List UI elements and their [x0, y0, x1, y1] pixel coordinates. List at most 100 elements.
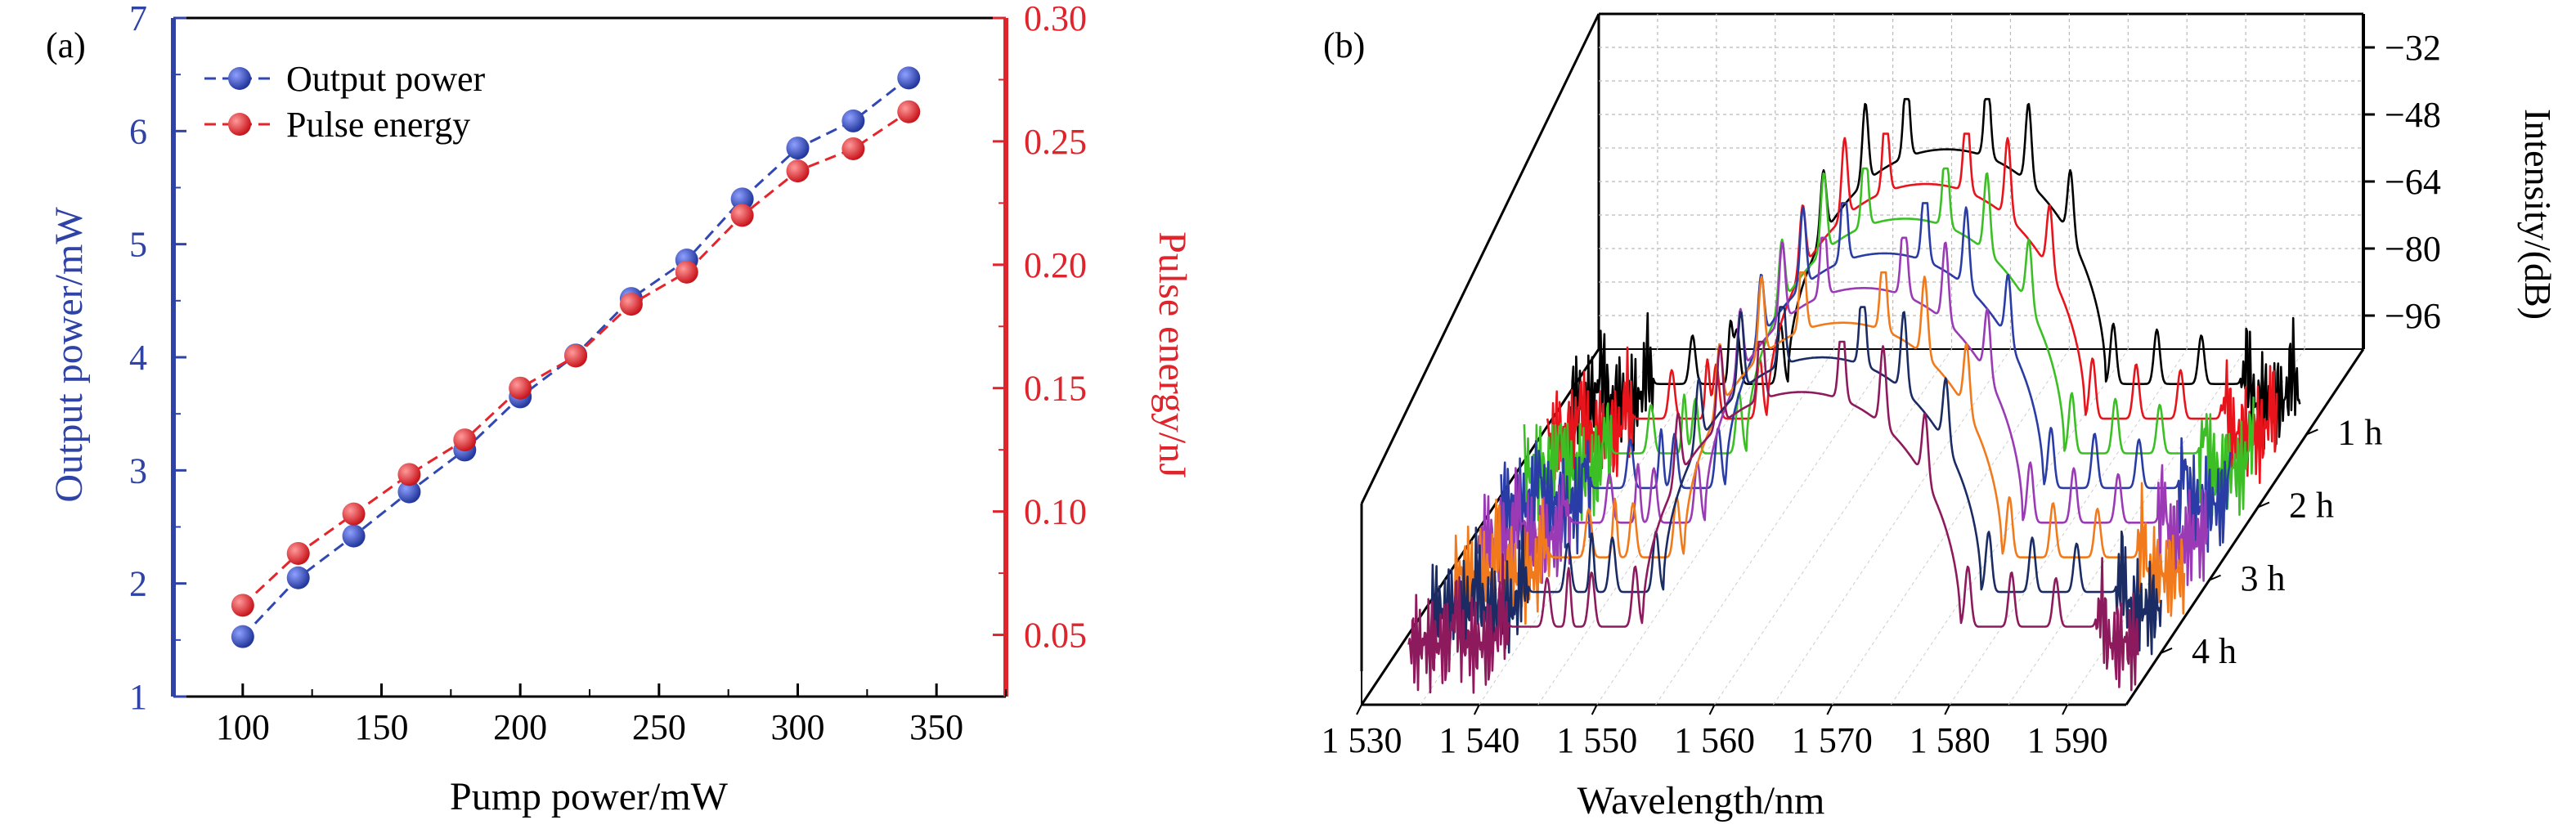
y-tick-label: 6	[129, 111, 147, 151]
legend-label: Output power	[286, 59, 486, 99]
pulse-energy-point	[675, 260, 698, 284]
x-tick-label: 150	[355, 707, 409, 747]
pulse-energy-point	[897, 100, 921, 123]
y-tick-label: 2	[129, 564, 147, 604]
pulse-energy-point	[841, 137, 865, 160]
z-tick-label: −48	[2385, 95, 2441, 135]
x-axis-label-b: Wavelength/nm	[1577, 779, 1825, 822]
output-power-point	[730, 187, 754, 211]
spectrum-trace-3	[1523, 167, 2255, 522]
depth-tick	[2209, 574, 2221, 581]
spectrum-trace-2	[1546, 132, 2278, 485]
x-tick-label: 100	[216, 707, 270, 747]
x-tick-label-b: 1 550	[1556, 720, 1637, 760]
floor-grid-line	[1949, 348, 2188, 706]
output-power-point	[342, 524, 366, 548]
pulse-energy-point	[286, 541, 310, 565]
x-tick-label-b: 1 580	[1910, 720, 1990, 760]
z-tick-label: −96	[2385, 296, 2441, 336]
y-tick-label: 1	[129, 677, 147, 717]
x-tick-b	[1826, 704, 1833, 715]
depth-tick-label: 3 h	[2241, 558, 2286, 598]
spectrum-trace-7	[1430, 306, 2162, 660]
pulse-energy-point	[231, 594, 254, 617]
pulse-energy-point	[730, 204, 754, 227]
x-tick-label-b: 1 540	[1438, 720, 1519, 760]
x-tick-b	[1591, 704, 1598, 715]
legend-marker	[228, 113, 251, 136]
y2-tick-label: 0.15	[1024, 369, 1087, 409]
y-tick-label: 7	[129, 0, 147, 38]
floor-grid-line	[1890, 348, 2129, 706]
depth-tick	[2306, 428, 2318, 436]
x-tick-b	[1944, 704, 1951, 715]
x-tick-label: 200	[493, 707, 547, 747]
depth-tick-label: 2 h	[2289, 486, 2334, 526]
floor-grid-line	[1655, 348, 1894, 706]
y2-tick-label: 0.30	[1024, 0, 1087, 38]
legend-label: Pulse energy	[286, 105, 470, 145]
box-right-floor-edge	[2125, 348, 2365, 706]
z-axis-label-b: Intensity/(dB)	[2517, 109, 2559, 320]
floor-grid-line	[1596, 348, 1835, 706]
output-power-point	[231, 625, 254, 648]
floor-grid-line	[2008, 348, 2246, 706]
panel-b: (b) 1 530 1 540 1 550 1 560 1 570 1 580 1 590 −…	[1322, 12, 2559, 822]
panel-a: (a) 100 150 200 250 300 350 1 2 3 4 5 6 7 0.05 0.10 0.1…	[46, 0, 1194, 818]
box-left-top-edge	[1360, 13, 1600, 504]
pulse-energy-point	[453, 428, 477, 452]
output-power-point	[286, 566, 310, 589]
x-tick-label-b: 1 560	[1674, 720, 1755, 760]
x-tick-label: 300	[771, 707, 825, 747]
spectrum-trace-8	[1407, 340, 2139, 694]
panel-label-b: (b)	[1323, 25, 1365, 65]
x-tick-label: 250	[632, 707, 686, 747]
y-tick-label: 5	[129, 225, 147, 265]
z-tick-label: −32	[2385, 28, 2441, 68]
output-power-point	[897, 66, 921, 90]
x-tick-label-b: 1 590	[2027, 720, 2108, 760]
depth-tick	[2257, 501, 2270, 509]
z-tick-label: −80	[2385, 229, 2441, 269]
spectrum-trace-6	[1453, 271, 2186, 625]
output-power-point	[397, 480, 421, 504]
spectrum-trace-1	[1569, 97, 2301, 452]
x-axis-label-a: Pump power/mW	[450, 775, 729, 818]
x-tick-b	[1708, 704, 1716, 715]
y2-tick-label: 0.05	[1024, 616, 1087, 656]
x-tick-label-b: 1 530	[1322, 720, 1402, 760]
floor-grid-line	[1773, 348, 2011, 706]
y2-axis-label-a: Pulse energy/nJ	[1151, 231, 1194, 478]
x-tick-label-b: 1 570	[1792, 720, 1873, 760]
pulse-energy-point	[342, 502, 366, 526]
y-tick-label: 3	[129, 450, 147, 491]
y2-tick-label: 0.20	[1024, 245, 1087, 285]
x-tick-label: 350	[909, 707, 963, 747]
legend-marker	[228, 67, 251, 90]
output-power-point	[841, 109, 865, 132]
x-tick-b	[1473, 704, 1480, 715]
z-tick-label: −64	[2385, 162, 2441, 202]
spectrum-trace-4	[1500, 202, 2232, 555]
x-tick-b	[2062, 704, 2068, 715]
depth-tick-label: 1 h	[2337, 412, 2382, 452]
pulse-energy-point	[509, 376, 532, 400]
y-tick-label: 4	[129, 338, 147, 378]
y2-tick-label: 0.25	[1024, 122, 1087, 162]
pulse-energy-point	[564, 344, 588, 368]
pulse-energy-point	[397, 463, 421, 486]
y2-tick-label: 0.10	[1024, 492, 1087, 532]
pulse-energy-point	[786, 159, 810, 183]
depth-tick	[2160, 648, 2173, 654]
y-axis-label-a: Output power/mW	[47, 207, 91, 503]
depth-tick-label: 4 h	[2192, 631, 2237, 671]
floor-grid-line	[1831, 348, 2070, 706]
pulse-energy-point	[619, 293, 643, 316]
floor-grid-line	[1714, 348, 1952, 706]
spectrum-trace-5	[1477, 236, 2209, 591]
panel-label-a: (a)	[46, 25, 86, 65]
output-power-point	[786, 137, 810, 160]
x-tick-b	[1356, 704, 1362, 715]
